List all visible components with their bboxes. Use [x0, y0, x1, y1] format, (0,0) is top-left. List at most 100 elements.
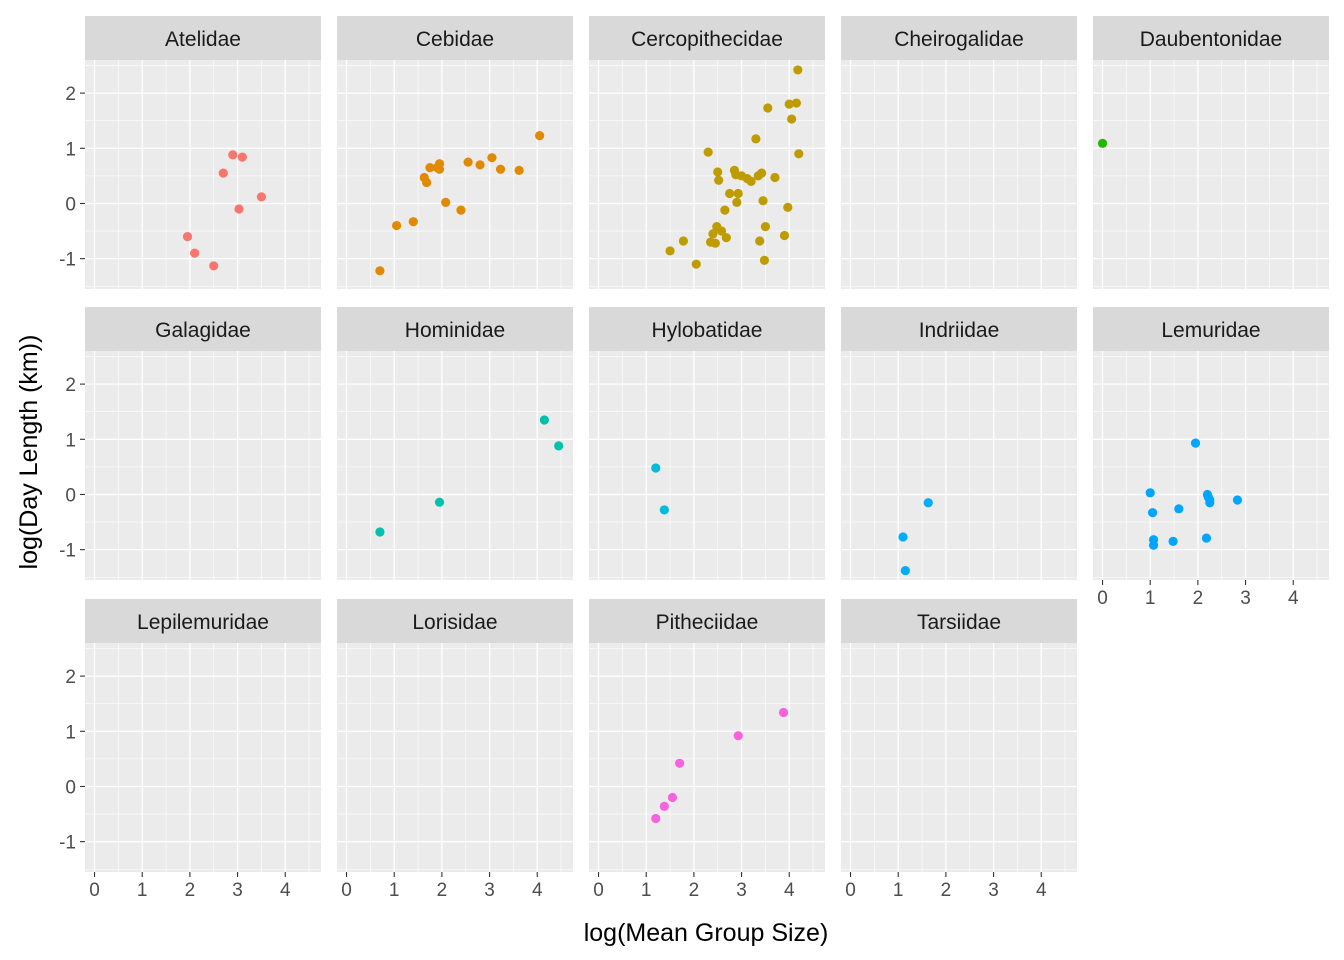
facet-strip-label: Cercopithecidae — [631, 28, 783, 51]
x-tick-label: 3 — [484, 880, 495, 901]
data-point — [787, 114, 797, 124]
data-point — [659, 505, 669, 515]
data-point — [733, 731, 743, 741]
data-point — [441, 197, 451, 207]
data-point — [691, 259, 701, 269]
facet-strip — [841, 599, 1077, 643]
x-tick-label: 2 — [941, 880, 952, 901]
data-point — [751, 134, 761, 144]
y-tick-label: 0 — [65, 777, 76, 798]
x-tick-label: 2 — [437, 880, 448, 901]
facet-panels: Atelidae -1 0 1 2 Cebidae Cercopithecidae Cheir… — [59, 16, 1329, 901]
x-tick-label: 3 — [988, 880, 999, 901]
facet-panel-lepilemuridae: Lepilemuridae -1 0 1 2 0 1 2 3 4 — [59, 599, 321, 901]
facet-strip — [589, 16, 825, 60]
data-point — [710, 238, 720, 248]
panel-background — [337, 60, 573, 289]
x-tick-label: 2 — [689, 880, 700, 901]
y-tick-label: 0 — [65, 194, 76, 215]
x-tick-label: 4 — [784, 880, 795, 901]
data-point — [651, 463, 661, 473]
x-tick-label: 3 — [232, 880, 243, 901]
facet-panel-daubentonidae: Daubentonidae — [1093, 16, 1329, 289]
x-tick-label: 2 — [1193, 588, 1204, 609]
x-tick-label: 0 — [89, 880, 100, 901]
x-tick-label: 4 — [532, 880, 543, 901]
data-point — [190, 248, 200, 258]
facet-panel-cercopithecidae: Cercopithecidae — [589, 16, 825, 289]
data-point — [721, 233, 731, 243]
x-tick-label: 2 — [185, 880, 196, 901]
data-point — [760, 222, 771, 232]
data-point — [1174, 504, 1184, 514]
data-point — [651, 813, 661, 824]
data-point — [708, 229, 718, 239]
y-axis-title: log(Day Length (km)) — [15, 335, 43, 570]
data-point — [1168, 536, 1178, 546]
x-tick-label: 1 — [137, 880, 148, 901]
facet-strip-label: Hylobatidae — [652, 319, 763, 342]
facet-strip — [841, 307, 1077, 351]
data-point — [1145, 488, 1155, 498]
panel-background — [1093, 351, 1329, 580]
data-point — [758, 196, 768, 206]
data-point — [756, 168, 767, 178]
data-point — [1097, 138, 1108, 148]
x-tick-label: 0 — [845, 880, 856, 901]
facet-panel-cebidae: Cebidae — [337, 16, 573, 289]
data-point — [665, 246, 675, 256]
data-point — [793, 65, 803, 75]
facet-strip-label: Cebidae — [416, 28, 494, 51]
data-point — [539, 415, 549, 425]
x-tick-label: 1 — [1145, 588, 1156, 609]
facet-panel-tarsiidae: Tarsiidae 0 1 2 3 4 — [841, 599, 1077, 901]
data-point — [732, 197, 742, 207]
data-point — [678, 236, 689, 246]
panel-background — [589, 60, 825, 289]
x-tick-label: 1 — [641, 880, 652, 901]
data-point — [784, 99, 794, 109]
data-point — [487, 153, 497, 163]
facet-strip — [1093, 16, 1329, 60]
data-point — [554, 441, 564, 451]
data-point — [791, 98, 801, 108]
y-tick-label: 1 — [65, 430, 76, 451]
facet-strip-label: Atelidae — [165, 28, 241, 51]
data-point — [1190, 438, 1201, 448]
data-point — [1205, 495, 1215, 505]
data-point — [746, 176, 756, 186]
panel-background — [841, 643, 1077, 872]
data-point — [713, 167, 723, 177]
x-tick-label: 3 — [736, 880, 747, 901]
data-point — [923, 498, 933, 508]
data-point — [667, 792, 678, 803]
panel-background — [1093, 60, 1329, 289]
facet-panel-galagidae: Galagidae -1 0 1 2 — [59, 307, 321, 580]
panel-background — [337, 643, 573, 872]
panel-background — [841, 351, 1077, 580]
y-tick-label: -1 — [59, 250, 76, 271]
panel-background — [841, 60, 1077, 289]
facet-panel-lorisidae: Lorisidae 0 1 2 3 4 — [337, 599, 573, 901]
facet-panel-cheirogalidae: Cheirogalidae — [841, 16, 1077, 289]
data-point — [716, 226, 727, 236]
facet-strip-label: Indriidae — [919, 319, 1000, 342]
data-point — [422, 177, 432, 188]
data-point — [434, 497, 445, 507]
y-tick-label: 1 — [65, 139, 76, 160]
y-tick-label: -1 — [59, 541, 76, 562]
data-point — [182, 231, 193, 242]
x-tick-label: 3 — [1240, 588, 1251, 609]
facet-panel-hominidae: Hominidae — [337, 307, 573, 580]
facet-strip — [85, 307, 321, 351]
data-point — [783, 202, 793, 212]
data-point — [714, 175, 724, 185]
data-point — [495, 164, 506, 174]
data-point — [900, 566, 910, 576]
y-tick-label: 2 — [65, 375, 76, 396]
data-point — [725, 188, 735, 199]
data-point — [763, 103, 773, 113]
panel-background — [85, 643, 321, 872]
data-point — [659, 801, 669, 811]
data-point — [434, 164, 445, 174]
